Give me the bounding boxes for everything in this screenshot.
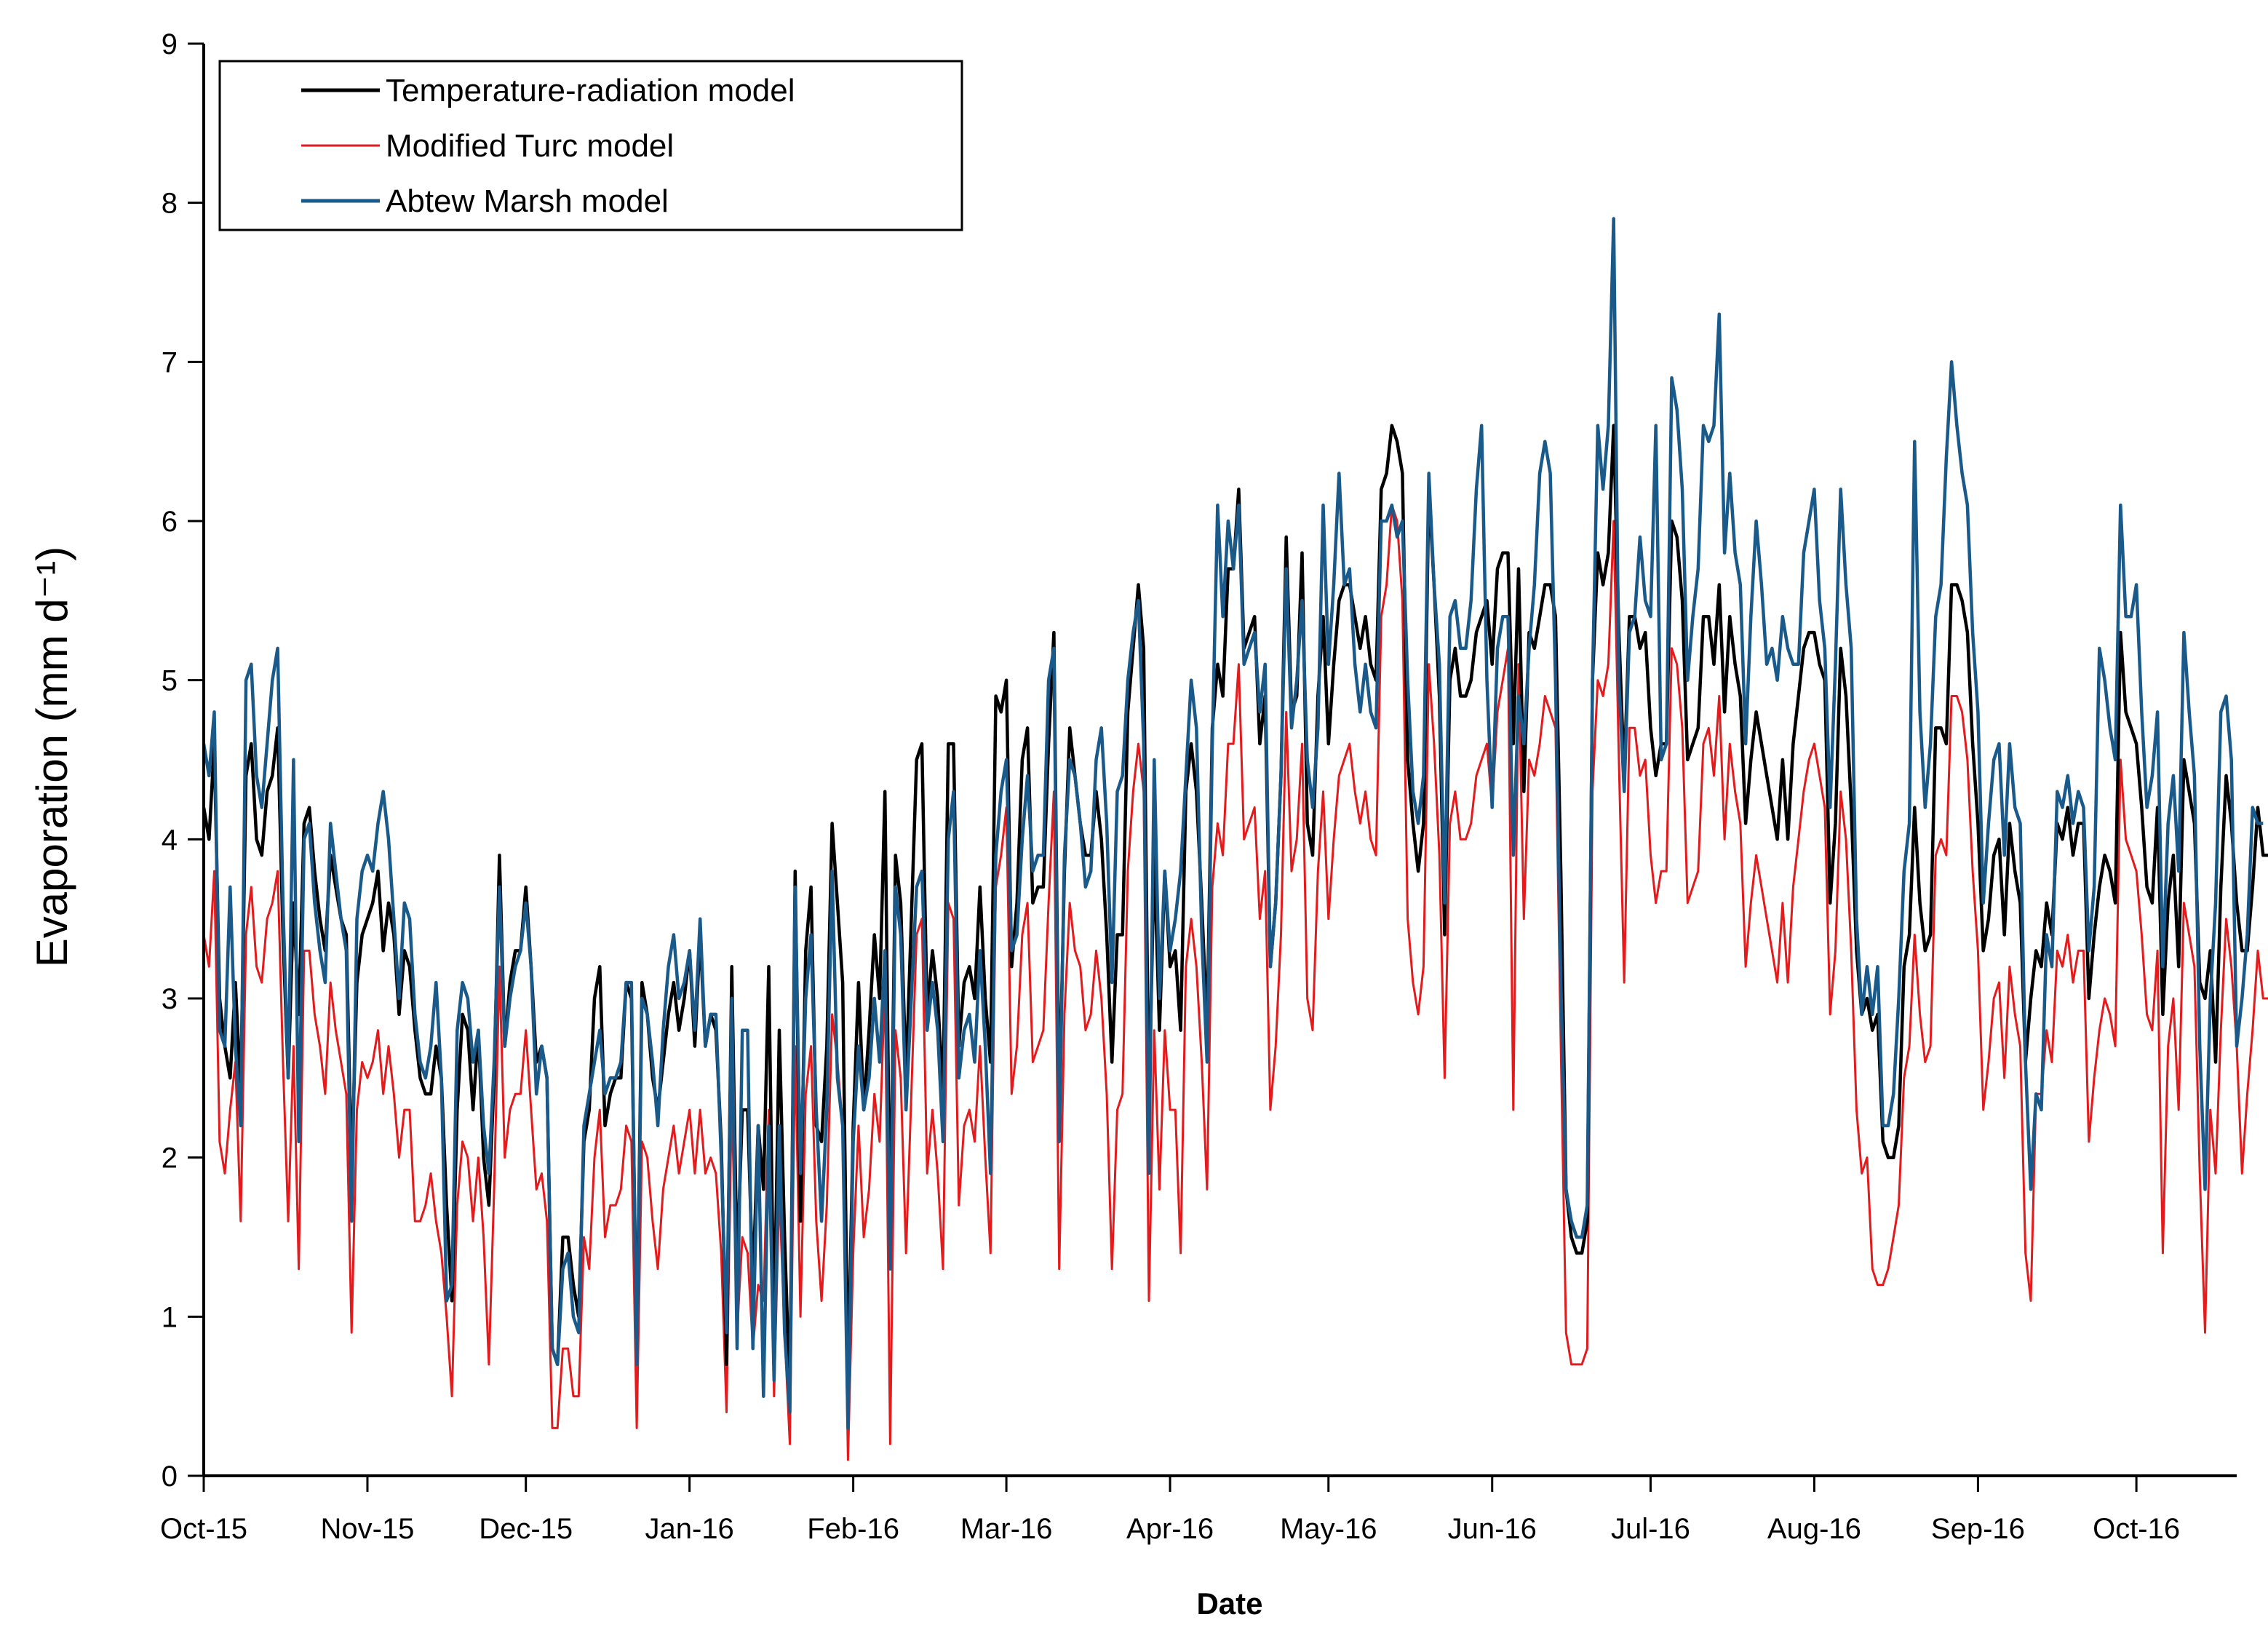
- x-tick-label: Apr-16: [1126, 1513, 1214, 1545]
- series-layer: [202, 217, 2268, 1461]
- y-tick-label: 5: [162, 665, 178, 697]
- y-tick-label: 1: [162, 1301, 178, 1333]
- x-tick-label: Mar-16: [960, 1513, 1053, 1545]
- legend: Temperature-radiation model Modified Turc…: [218, 60, 963, 231]
- y-tick-label: 8: [162, 188, 178, 220]
- y-tick-label: 4: [162, 824, 178, 856]
- series-line-abtew-marsh-model: [202, 217, 2264, 1430]
- y-axis-title: Evaporation (mm d⁻¹): [28, 547, 76, 968]
- x-tick-label: Jan-16: [645, 1513, 734, 1545]
- x-tick-label: Nov-15: [320, 1513, 414, 1545]
- x-tick-label: Feb-16: [807, 1513, 899, 1545]
- x-tick-label: Jun-16: [1448, 1513, 1537, 1545]
- legend-label: Abtew Marsh model: [386, 183, 669, 219]
- y-tick-label: 9: [162, 28, 178, 60]
- y-tick-label: 6: [162, 506, 178, 538]
- legend-label: Modified Turc model: [386, 128, 674, 164]
- x-tick-label: Jul-16: [1611, 1513, 1690, 1545]
- y-tick-label: 0: [162, 1461, 178, 1493]
- y-tick-label: 7: [162, 346, 178, 378]
- x-tick-label: Dec-15: [479, 1513, 573, 1545]
- legend-label: Temperature-radiation model: [386, 73, 795, 108]
- x-tick-label: Aug-16: [1767, 1513, 1861, 1545]
- x-tick-label: May-16: [1280, 1513, 1377, 1545]
- x-tick-label: Oct-15: [160, 1513, 247, 1545]
- x-tick-label: Oct-16: [2093, 1513, 2180, 1545]
- x-ticks: Oct-15 Nov-15 Dec-15 Jan-16 Feb-16 Mar-16 Apr-…: [160, 1476, 2180, 1545]
- y-tick-label: 3: [162, 983, 178, 1015]
- x-axis-title: Date: [1196, 1586, 1262, 1621]
- y-ticks: 0 1 2 3 4 5 6 7 8 9: [162, 28, 204, 1493]
- series-line-temperature-radiation-model: [202, 424, 2268, 1398]
- series-line-modified-turc-model: [202, 504, 2268, 1461]
- y-tick-label: 2: [162, 1143, 178, 1175]
- x-tick-label: Sep-16: [1931, 1513, 2025, 1545]
